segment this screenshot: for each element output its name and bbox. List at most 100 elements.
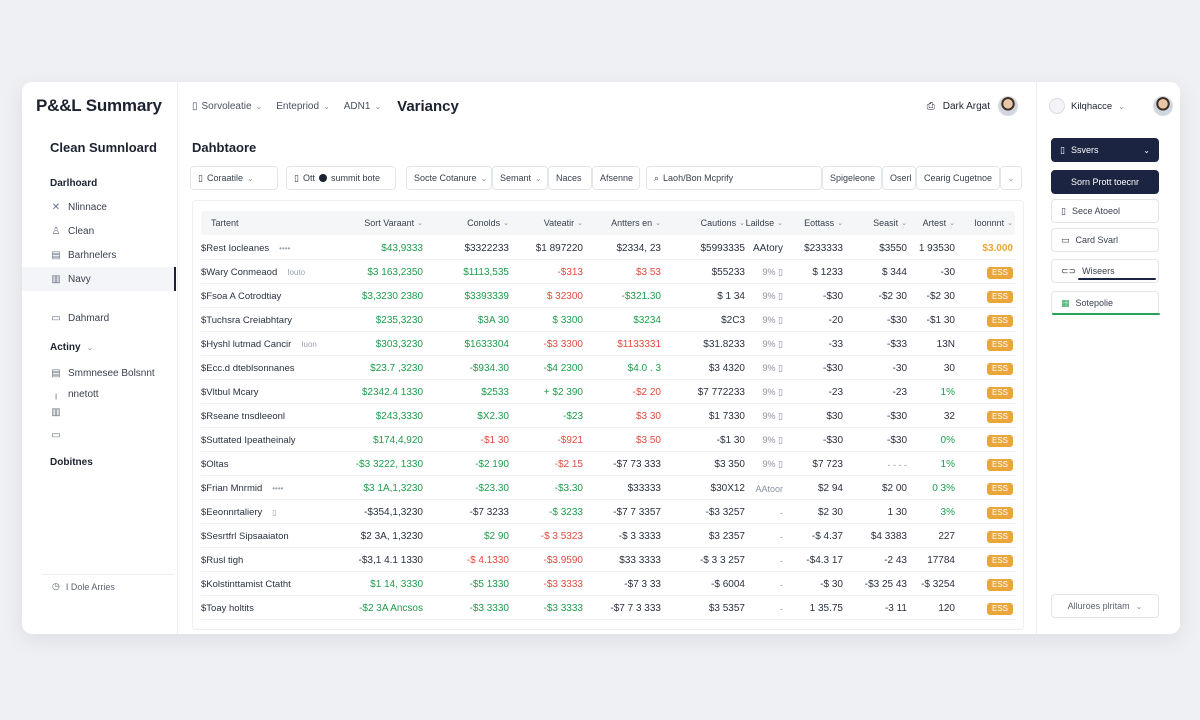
column-header[interactable]: Seasit ⌄ xyxy=(873,211,907,235)
status-badge: ESS xyxy=(986,386,1013,399)
sidebar-item-dashboard[interactable]: Darlhoard xyxy=(22,171,176,195)
cell-value: -2 43 xyxy=(884,555,907,566)
cell-value: $233333 xyxy=(804,243,843,254)
right-panel: Kilqhacce ⌄ ▯ Ssvers ⌄ Sorn Prott toecnr… xyxy=(1036,82,1180,634)
filter-oserl[interactable]: Oserl xyxy=(882,166,916,190)
row-more-icon[interactable]: ▯ xyxy=(272,508,277,517)
table-cell: -$354,1,3230 xyxy=(364,501,423,524)
table-row[interactable]: $ Tuchsra Creiabhtary $235,3230 $3A 30 $ 33… xyxy=(201,309,1015,332)
selector-period[interactable]: ADN1 ⌄ xyxy=(344,101,381,112)
currency-icon: $ xyxy=(201,555,207,566)
row-more-icon[interactable]: Iouto xyxy=(287,268,306,277)
cell-value: -$5 1330 xyxy=(469,579,509,590)
sidebar-item-finance[interactable]: ✕ Nlinnace xyxy=(22,195,176,219)
spreadsheet-button[interactable]: ▦ Sotepolie xyxy=(1051,291,1160,315)
cell-value: $2 90 xyxy=(483,531,509,542)
status-badge: ESS xyxy=(986,554,1013,567)
filter-semant[interactable]: Semant ⌄ xyxy=(492,166,548,190)
column-header[interactable]: Cautions ⌄ xyxy=(701,211,745,235)
column-header[interactable]: Conolds ⌄ xyxy=(467,211,509,235)
sidebar-item-navy[interactable]: ▥ Navy xyxy=(22,267,176,291)
table-row[interactable]: $ Oltas -$3 3222, 1330 -$2 190 -$2 15 -$7 73… xyxy=(201,453,1015,476)
cell-value: $1 897220 xyxy=(535,243,583,254)
filter-coraatile[interactable]: ▯ Coraatile ⌄ xyxy=(190,166,278,190)
cell-value: $1633304 xyxy=(464,339,510,350)
table-row[interactable]: $ Vltbul Mcary $2342.4 1330 $2533 + $2 390 -… xyxy=(201,381,1015,404)
sidebar-item-cards[interactable]: ▭ xyxy=(22,423,176,447)
brand-title: P&&L Summary xyxy=(36,96,162,115)
pipe-icon: ╷ xyxy=(52,388,60,400)
sidebar-item-bars[interactable]: ▥ xyxy=(22,400,176,424)
table-cell: -$313 xyxy=(557,261,583,284)
table-row[interactable]: $ Rest Iocleanes •••• $43,9333 $3322233 $1 8… xyxy=(201,237,1015,260)
table-row[interactable]: $ Kolstinttamist Ctatht $1 14, 3330 -$5 13… xyxy=(201,573,1015,596)
table-cell: $30X12 xyxy=(711,477,745,500)
table-row[interactable]: $ Hyshl lutmad Cancir Iuon $303,3230 $16333… xyxy=(201,333,1015,356)
row-more-icon[interactable]: •••• xyxy=(272,484,284,493)
selector-workspace[interactable]: ▯ Sorvoleatie ⌄ xyxy=(192,101,262,112)
filter-socte[interactable]: Socte Cotanure ⌄ xyxy=(406,166,492,190)
table-row[interactable]: $ Eeonnrtaliery ▯ -$354,1,3230 -$7 3233 -$ 3… xyxy=(201,501,1015,524)
row-more-icon[interactable]: Iuon xyxy=(301,340,317,349)
save-view-button[interactable]: ▯ Ssvers ⌄ xyxy=(1051,138,1159,162)
table-cell: ESS xyxy=(986,453,1013,476)
sidebar-item-summary[interactable]: ▤ Smmnesee Bolsnnt xyxy=(22,361,176,385)
table-row[interactable]: $ Frian Mnrmid •••• $3 1A,1,3230 -$23.30 -$3… xyxy=(201,477,1015,500)
card-view-button[interactable]: ▭ Card Svarl xyxy=(1051,228,1159,252)
sidebar-footer-link[interactable]: ◷ I Dole Arries xyxy=(42,574,174,598)
user-menu[interactable]: ⎙ Dark Argat xyxy=(927,96,1018,116)
column-header[interactable]: Artest ⌄ xyxy=(923,211,955,235)
right-panel-user-name: Kilqhacce xyxy=(1071,100,1113,112)
column-header[interactable]: Vateatir ⌄ xyxy=(544,211,583,235)
search-input[interactable]: ⌕ Laoh/Bon Mcprify xyxy=(646,166,822,190)
filter-afsenne[interactable]: Afsenne xyxy=(592,166,640,190)
secondary-action-button[interactable]: ▯ Sece Atoeol xyxy=(1051,199,1159,223)
progress-bar xyxy=(1078,278,1156,280)
table-cell: ESS xyxy=(986,549,1013,572)
table-cell: -$23.30 xyxy=(475,477,509,500)
filter-spigeleone[interactable]: Spigeleone xyxy=(822,166,882,190)
status-badge: ESS xyxy=(986,602,1013,615)
table-row[interactable]: $ Rusl tigh -$3,1 4.1 1330 -$ 4.1330 -$3.95… xyxy=(201,549,1015,572)
selector-entity[interactable]: Entepriod ⌄ xyxy=(276,101,330,112)
cell-value: -23 xyxy=(828,387,843,398)
table-row[interactable]: $ Toay holtits -$2 3A Ancsos -$3 3330 -$3 3… xyxy=(201,597,1015,620)
table-row[interactable]: $ Rseane tnsdleeonl $243,3330 $X2.30 -$23 $3… xyxy=(201,405,1015,428)
column-header[interactable]: Tartent xyxy=(211,218,239,228)
filter-expand[interactable]: ⌄ xyxy=(1000,166,1022,190)
table-cell: $7 723 xyxy=(812,453,843,476)
table-cell: 120 xyxy=(938,597,955,620)
cell-value: - - - - xyxy=(887,459,908,470)
table-cell: ESS xyxy=(986,597,1013,620)
column-header-label: Artest xyxy=(922,218,947,228)
widgets-toggle[interactable]: ⊂⊃ Wiseers xyxy=(1051,259,1159,283)
export-report-button[interactable]: Sorn Prott toecnr xyxy=(1051,170,1159,194)
table-cell: $ 3300 xyxy=(552,309,583,332)
table-row[interactable]: $ Sesrtfrl Sipsaaiaton $2 3A, 1,3230 $2 90… xyxy=(201,525,1015,548)
column-header[interactable]: Laildse ⌄ xyxy=(746,211,783,235)
sidebar-item-dahmard[interactable]: ▭ Dahmard xyxy=(22,306,176,330)
sidebar-item-dobitnes[interactable]: Dobitnes xyxy=(22,450,176,474)
bottom-dropdown[interactable]: Alluroes plritam ⌄ xyxy=(1051,594,1159,618)
table-row[interactable]: $ Fsoa A Cotrodtiay $3,3230 2380 $3393339 $… xyxy=(201,285,1015,308)
column-header[interactable]: Eottass ⌄ xyxy=(804,211,843,235)
sidebar-item-nnetott[interactable]: ╷ nnetott xyxy=(22,382,176,406)
filter-cearig[interactable]: Cearig Cugetnoe xyxy=(916,166,1000,190)
table-row[interactable]: $ Ecc.d dteblsonnanes $23.7 ,3230 -$934.30… xyxy=(201,357,1015,380)
table-row[interactable]: $ Suttated Ipeatheinaly $174,4,920 -$1 30 -… xyxy=(201,429,1015,452)
right-panel-user[interactable]: Kilqhacce ⌄ xyxy=(1049,96,1173,116)
sidebar-item-clean[interactable]: ♙ Clean xyxy=(22,219,176,243)
filter-naces[interactable]: Naces xyxy=(548,166,592,190)
column-header[interactable]: Antters en ⌄ xyxy=(611,211,661,235)
filter-ott[interactable]: ▯ Ott summit bote xyxy=(286,166,396,190)
sidebar-item-barhnelers[interactable]: ▤ Barhnelers xyxy=(22,243,176,267)
table-row[interactable]: $ Wary Conmeaod Iouto $3 163,2350 $1113,535… xyxy=(201,261,1015,284)
sidebar-item-activity[interactable]: Actiny ⌄ xyxy=(22,335,176,359)
row-name-label: Rusl tigh xyxy=(206,555,244,566)
column-header[interactable]: Sort Varaant ⌄ xyxy=(364,211,423,235)
row-more-icon[interactable]: •••• xyxy=(279,244,291,253)
column-header[interactable]: Ioonnnt ⌄ xyxy=(974,211,1013,235)
user-name: Dark Argat xyxy=(942,100,990,112)
table-cell: 1% xyxy=(941,381,955,404)
table-cell: -20 xyxy=(829,309,843,332)
